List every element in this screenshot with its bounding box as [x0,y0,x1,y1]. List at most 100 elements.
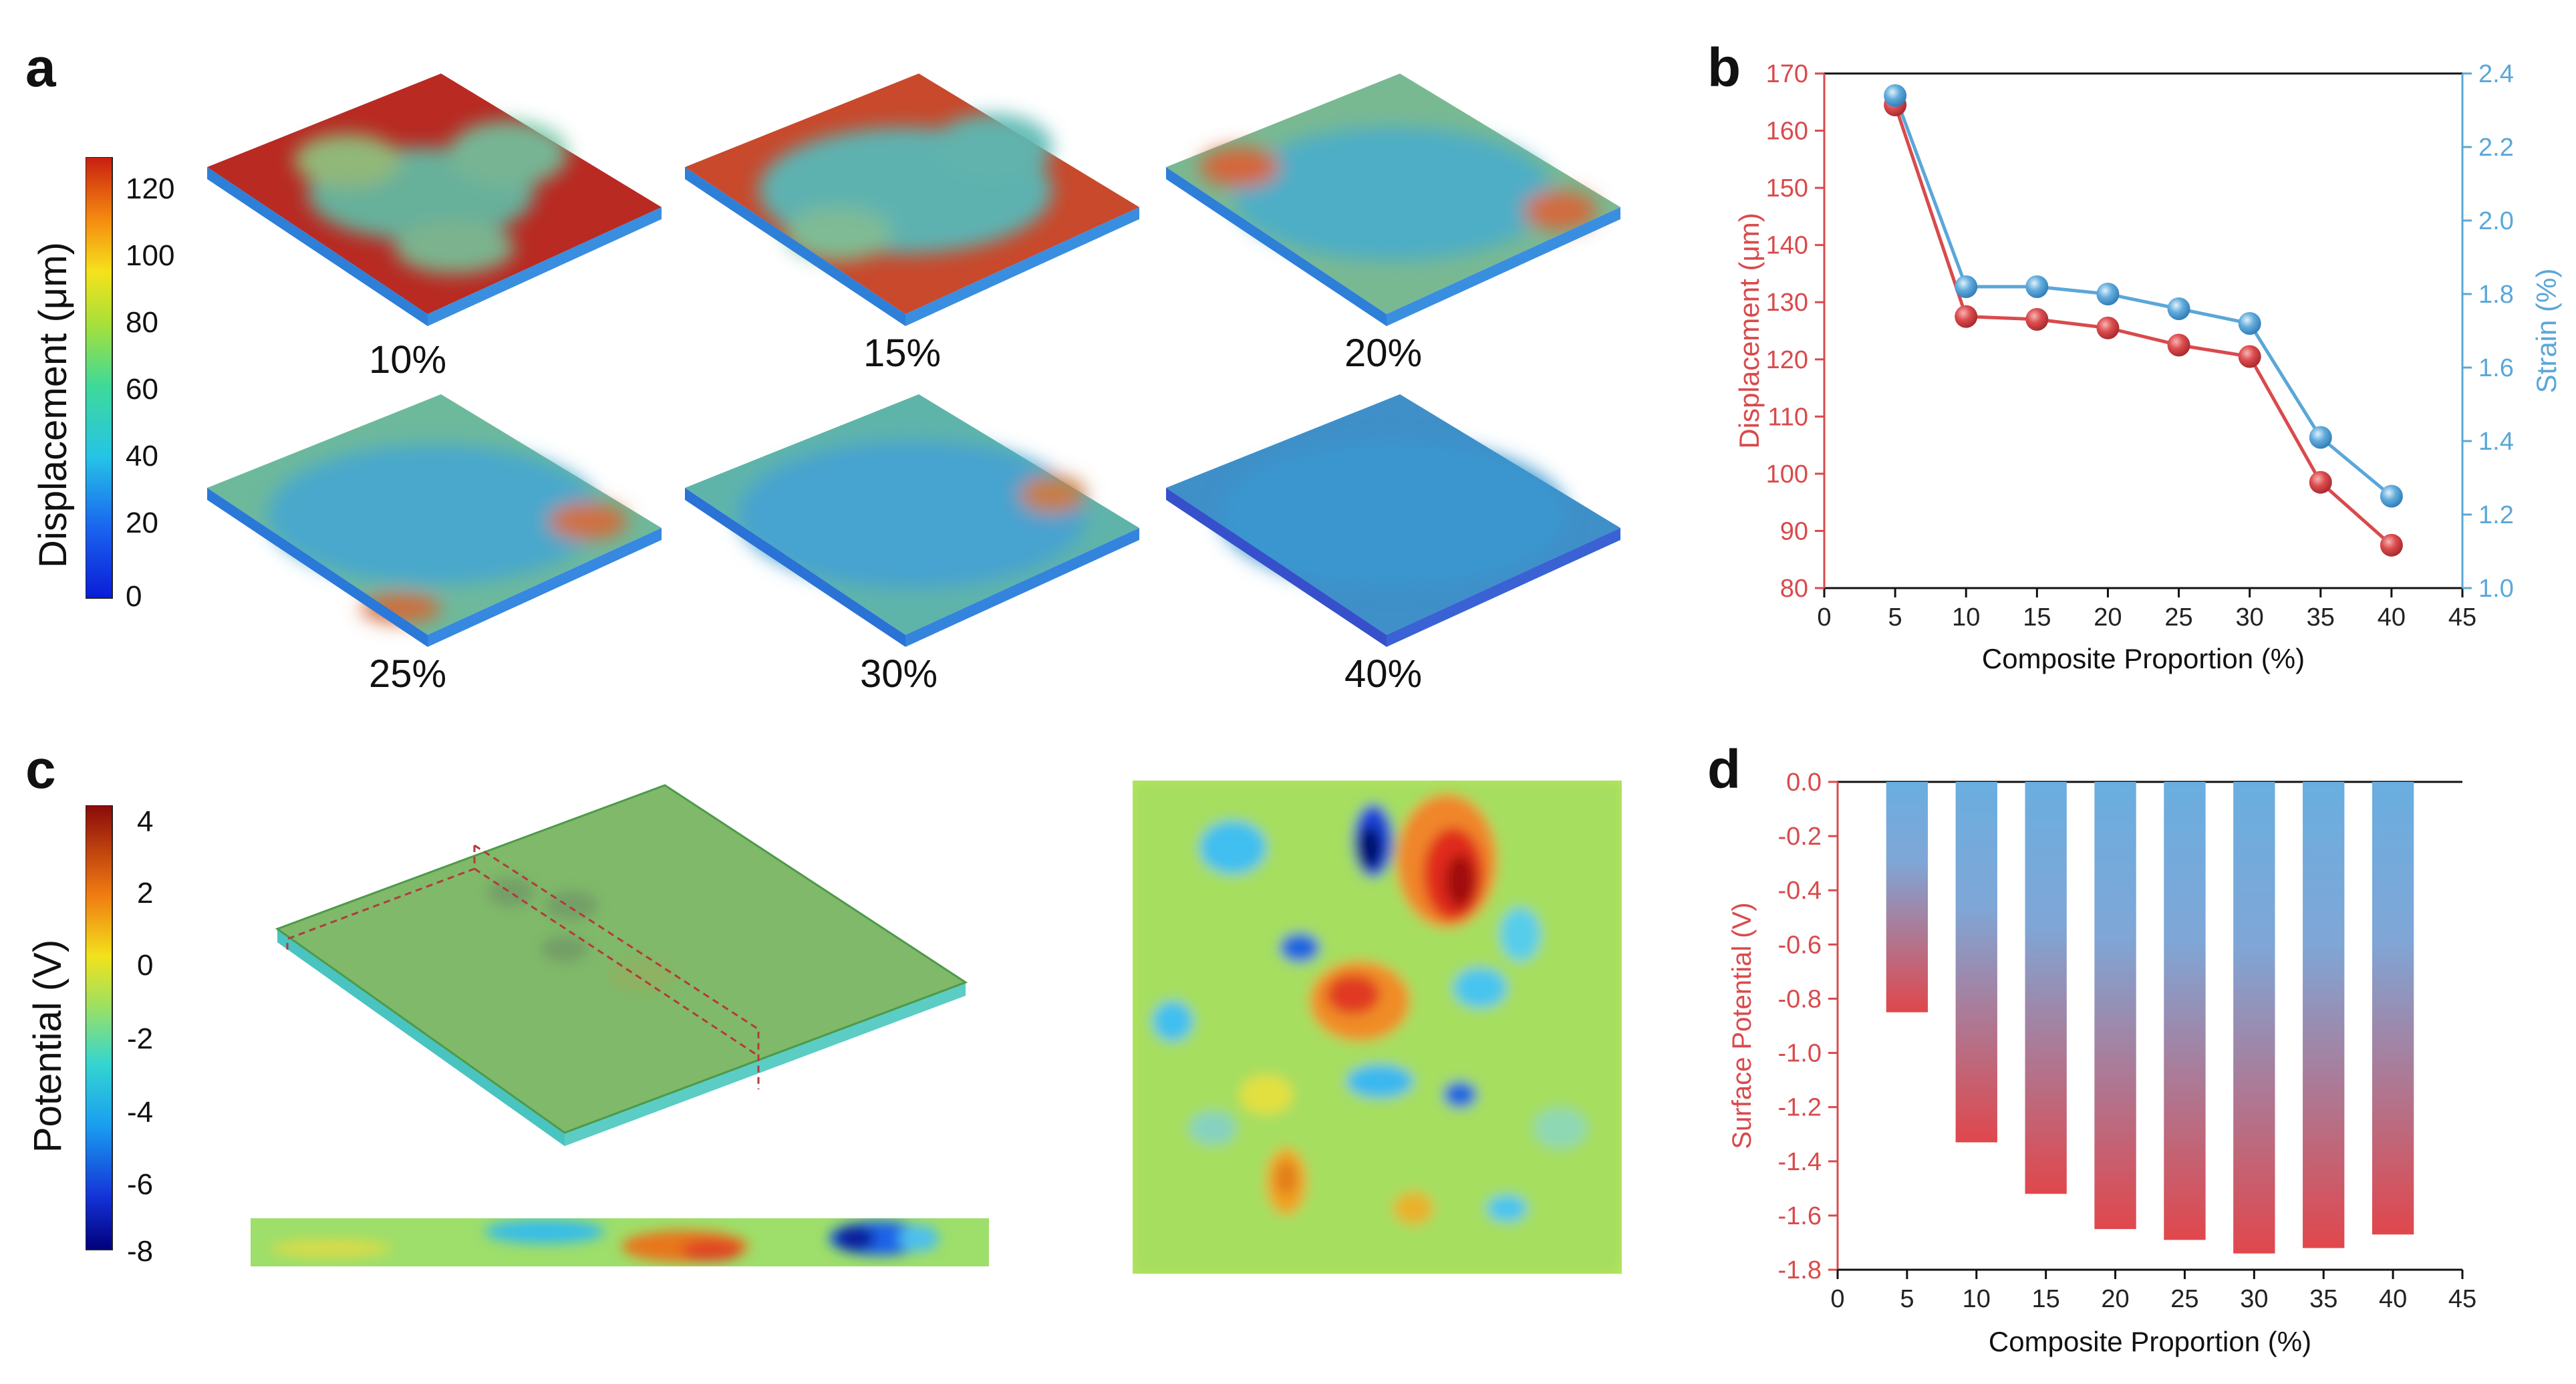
strain-point [2167,297,2190,320]
displacement-colorbar-title: Displacement (μm) [31,242,75,568]
x-tick-label: 25 [2164,603,2192,632]
potential-map [1133,781,1622,1274]
y-left-tick-label: 90 [1780,517,1808,545]
strain-point [2025,275,2049,298]
x-tick-label: 5 [1900,1285,1914,1313]
panel-label-a: a [25,37,56,98]
strain-point [1884,84,1907,107]
y-left-tick-label: 150 [1766,174,1808,202]
x-tick-label: 20 [2094,603,2122,632]
bar [2303,782,2345,1248]
colorbar-tick: 20 [126,507,158,539]
x-tick-label: 30 [2236,603,2264,632]
y-tick-label: -1.6 [1778,1202,1822,1230]
x-tick-label: 10 [1963,1285,1991,1313]
displacement-point [2380,533,2403,557]
y-right-tick-label: 1.4 [2478,428,2514,456]
strain-point [2096,283,2120,305]
strain-point [2238,312,2261,335]
potential-cross-section [251,1218,989,1266]
x-axis-title: Composite Proportion (%) [1989,1326,2311,1357]
y-left-tick-label: 160 [1766,118,1808,146]
y-right-tick-label: 2.2 [2478,134,2514,162]
y-tick-label: -0.2 [1778,823,1822,851]
y-right-axis-title: Strain (%) [2531,269,2562,394]
y-tick-label: -1.0 [1778,1040,1822,1068]
y-right-tick-label: 1.6 [2478,354,2514,382]
x-tick-label: 45 [2448,1285,2476,1313]
plate-label-30: 30% [859,652,938,696]
colorbar-tick: -4 [127,1096,154,1129]
chart-b: 0 5 10 15 20 25 30 35 40 45 80 90 100 110 120 130 140 150… [1733,60,2562,674]
x-tick-label: 15 [2023,603,2051,632]
x-tick-label: 45 [2448,603,2476,632]
y-left-axis-title: Displacement (μm) [1733,213,1765,448]
plate-label-25: 25% [368,652,447,696]
displacement-point [1955,305,1978,328]
displacement-line [1893,104,2393,547]
y-right-tick-label: 2.0 [2478,207,2514,235]
y-left-tick-label: 100 [1766,460,1808,489]
displacement-plate-20 [1166,74,1620,326]
bar [1886,782,1928,1012]
y-right-tick-label: 1.0 [2478,575,2514,603]
colorbar-tick: 40 [126,440,158,472]
x-tick-label: 35 [2307,603,2335,632]
plate-label-15: 15% [863,331,942,375]
x-tick-label: 15 [2032,1285,2060,1313]
strain-point [1955,275,1978,298]
y-tick-label: -0.4 [1778,877,1822,905]
y-left-tick-label: 130 [1766,289,1808,317]
displacement-point [2025,307,2049,331]
x-axis-title: Composite Proportion (%) [1982,643,2305,674]
strain-point [2309,426,2332,449]
chart-d: 0.0 -0.2 -0.4 -0.6 -0.8 -1.0 -1.2 -1.4 -1.6 -1.8 0… [1727,769,2476,1357]
y-tick-label: -0.6 [1778,931,1822,959]
plate-label-20: 20% [1344,331,1423,375]
x-tick-label: 0 [1817,603,1831,632]
displacement-plate-10 [207,74,662,326]
bar [2233,782,2275,1254]
x-tick-label: 25 [2170,1285,2198,1313]
colorbar-tick: 60 [126,373,158,406]
y-left-tick-label: 140 [1766,232,1808,260]
displacement-point [2096,316,2120,339]
x-tick-label: 10 [1952,603,1980,632]
colorbar-tick: 80 [126,306,158,339]
displacement-point [2309,470,2332,494]
y-tick-label: -1.8 [1778,1256,1822,1284]
y-left-tick-label: 110 [1767,403,1808,431]
y-right-tick-label: 2.4 [2478,60,2514,88]
plate-label-10: 10% [368,338,447,382]
y-left-tick-label: 170 [1766,60,1808,88]
strain-point [2380,485,2403,508]
displacement-plate-30 [685,394,1139,647]
colorbar-tick: 0 [126,580,142,613]
x-tick-label: 20 [2101,1285,2129,1313]
bar [2025,782,2067,1194]
displacement-plate-25 [207,394,662,647]
bar [2372,782,2414,1235]
x-tick-label: 5 [1888,603,1902,632]
plate-label-40: 40% [1344,652,1423,696]
potential-colorbar [86,805,113,1250]
displacement-point [2238,345,2261,368]
panel-label-c: c [25,739,56,800]
bar [2164,782,2206,1240]
y-tick-label: -1.2 [1778,1094,1822,1122]
colorbar-tick: -2 [127,1022,154,1055]
colorbar-tick: -6 [127,1168,154,1201]
displacement-point [2167,333,2190,357]
y-left-tick-label: 80 [1780,575,1808,603]
colorbar-tick: 2 [137,877,154,910]
panel-label-b: b [1707,37,1741,98]
panel-label-d: d [1707,739,1741,800]
y-right-tick-label: 1.2 [2478,501,2514,529]
colorbar-tick: -8 [127,1235,154,1268]
y-axis-title: Surface Potential (V) [1727,902,1757,1149]
displacement-plate-40 [1166,394,1620,647]
strain-line [1893,95,2393,498]
y-tick-label: -1.4 [1778,1148,1822,1176]
y-left-tick-label: 120 [1766,346,1808,374]
y-tick-label: 0.0 [1786,769,1822,797]
